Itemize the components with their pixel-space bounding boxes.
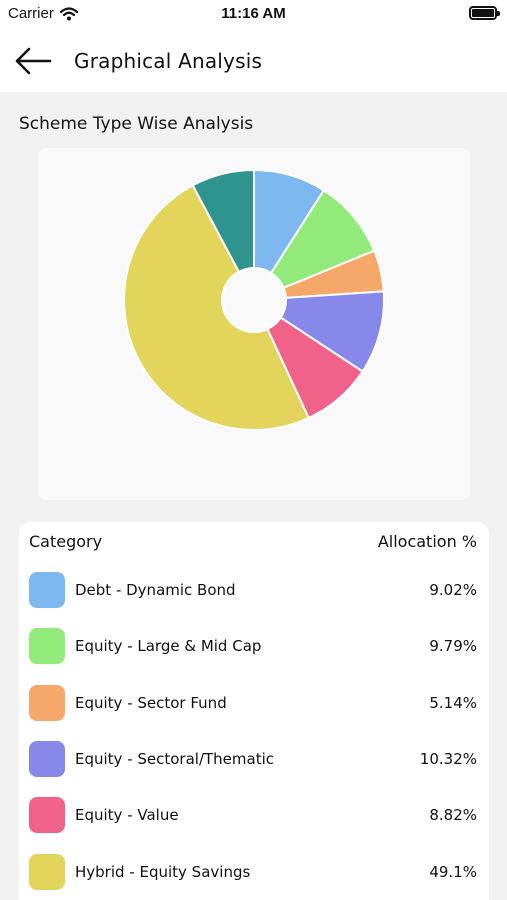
- chart-card: [38, 148, 470, 500]
- color-swatch: [29, 741, 65, 778]
- category-label: Equity - Sectoral/Thematic: [75, 750, 275, 769]
- table-rows: Debt - Dynamic Bond 9.02% Equity - Large &…: [19, 562, 489, 900]
- back-button[interactable]: [0, 30, 66, 92]
- nav-bar: Graphical Analysis: [0, 30, 507, 92]
- color-swatch: [29, 797, 65, 834]
- table-row[interactable]: Equity - Sector Fund 5.14%: [19, 675, 489, 731]
- allocation-value: 10.32%: [419, 750, 477, 769]
- allocation-value: 5.14%: [429, 693, 477, 712]
- section-title: Scheme Type Wise Analysis: [19, 114, 254, 134]
- allocation-value: 9.02%: [429, 581, 477, 600]
- status-bar: Carrier 11:16 AM: [0, 0, 507, 30]
- battery-icon: [469, 6, 500, 20]
- table-row[interactable]: Equity - Sectoral/Thematic 10.32%: [19, 731, 489, 787]
- back-arrow-icon: [15, 47, 52, 75]
- column-header-category: Category: [29, 532, 103, 551]
- category-label: Equity - Sector Fund: [75, 693, 227, 712]
- allocation-value: 8.82%: [429, 806, 477, 825]
- color-swatch: [29, 684, 65, 721]
- table-row[interactable]: Debt - Dynamic Bond 9.02%: [19, 562, 489, 618]
- category-label: Equity - Value: [75, 806, 179, 825]
- pie-chart: [122, 168, 385, 432]
- carrier-indicator: Carrier: [8, 5, 78, 22]
- color-swatch: [29, 853, 65, 890]
- table-row[interactable]: Hybrid - Equity Savings 49.1%: [19, 843, 489, 899]
- wifi-icon: [59, 6, 78, 20]
- category-label: Hybrid - Equity Savings: [75, 862, 251, 881]
- category-label: Equity - Large & Mid Cap: [75, 637, 262, 656]
- status-time: 11:16 AM: [221, 5, 286, 22]
- pie-slice[interactable]: [191, 168, 255, 274]
- table-row[interactable]: Equity - Large & Mid Cap 9.79%: [19, 618, 489, 674]
- allocation-value: 49.1%: [429, 862, 477, 881]
- category-label: Debt - Dynamic Bond: [75, 581, 236, 600]
- column-header-allocation: Allocation %: [377, 532, 477, 551]
- table-header: Category Allocation %: [19, 522, 489, 562]
- color-swatch: [29, 572, 65, 609]
- table-row[interactable]: Equity - Value 8.82%: [19, 787, 489, 843]
- color-swatch: [29, 628, 65, 665]
- pie-slice[interactable]: [122, 183, 311, 432]
- allocation-value: 9.79%: [429, 637, 477, 656]
- allocation-table: Category Allocation % Debt - Dynamic Bon…: [19, 522, 489, 900]
- page-title: Graphical Analysis: [74, 49, 263, 73]
- carrier-label: Carrier: [8, 5, 54, 22]
